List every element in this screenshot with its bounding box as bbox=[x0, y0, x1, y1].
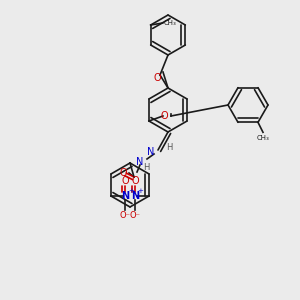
Text: O: O bbox=[121, 176, 129, 186]
Text: N: N bbox=[121, 191, 129, 201]
Text: H: H bbox=[143, 164, 149, 172]
Text: +: + bbox=[128, 188, 134, 194]
Text: H: H bbox=[166, 143, 172, 152]
Text: N: N bbox=[131, 191, 139, 201]
Text: O: O bbox=[119, 168, 127, 178]
Text: O: O bbox=[160, 111, 168, 121]
Text: N: N bbox=[147, 147, 155, 157]
Text: O: O bbox=[153, 73, 161, 83]
Text: CH₃: CH₃ bbox=[164, 20, 176, 26]
Text: O: O bbox=[131, 176, 139, 186]
Text: +: + bbox=[137, 188, 143, 194]
Text: CH₃: CH₃ bbox=[256, 135, 269, 141]
Text: O⁻: O⁻ bbox=[130, 211, 141, 220]
Text: N: N bbox=[136, 157, 144, 167]
Text: O⁻: O⁻ bbox=[119, 211, 130, 220]
